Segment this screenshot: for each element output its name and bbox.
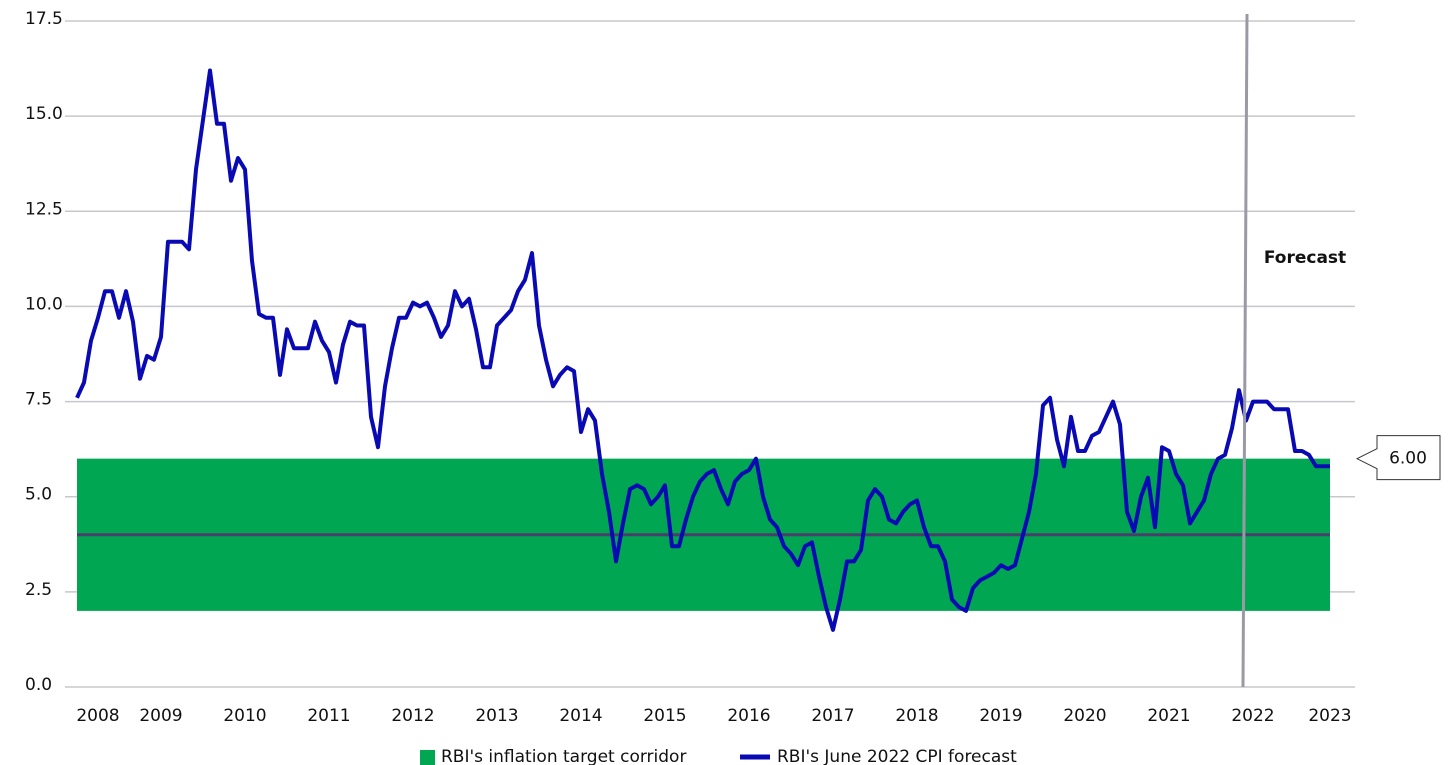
callout-label: 6.00 <box>1389 449 1427 469</box>
x-tick-label: 2010 <box>223 706 266 726</box>
y-tick-label: 0.0 <box>25 675 52 695</box>
legend-swatch <box>420 750 435 765</box>
x-tick-label: 2016 <box>727 706 770 726</box>
x-tick-label: 2014 <box>559 706 602 726</box>
x-tick-label: 2013 <box>475 706 518 726</box>
y-tick-label: 17.5 <box>25 9 63 29</box>
callout-box <box>1355 435 1441 481</box>
forecast-annotation: Forecast <box>1264 248 1346 268</box>
x-tick-label: 2015 <box>643 706 686 726</box>
x-tick-label: 2008 <box>76 706 119 726</box>
x-tick-label: 2019 <box>979 706 1022 726</box>
y-tick-label: 7.5 <box>25 390 52 410</box>
x-tick-label: 2012 <box>391 706 434 726</box>
x-tick-label: 2022 <box>1231 706 1274 726</box>
legend-label: RBI's June 2022 CPI forecast <box>777 747 1017 765</box>
legend-label: RBI's inflation target corridor <box>441 747 686 765</box>
x-tick-label: 2023 <box>1308 706 1351 726</box>
x-tick-label: 2009 <box>139 706 182 726</box>
x-tick-label: 2017 <box>811 706 854 726</box>
x-tick-label: 2011 <box>307 706 350 726</box>
y-tick-label: 15.0 <box>25 104 63 124</box>
y-tick-label: 10.0 <box>25 294 63 314</box>
y-tick-label: 2.5 <box>25 580 52 600</box>
x-tick-label: 2020 <box>1063 706 1106 726</box>
x-tick-label: 2018 <box>895 706 938 726</box>
cpi-line <box>75 68 1330 632</box>
y-tick-label: 12.5 <box>25 199 63 219</box>
x-tick-label: 2021 <box>1147 706 1190 726</box>
forecast-divider <box>1241 13 1249 688</box>
y-tick-label: 5.0 <box>25 485 52 505</box>
